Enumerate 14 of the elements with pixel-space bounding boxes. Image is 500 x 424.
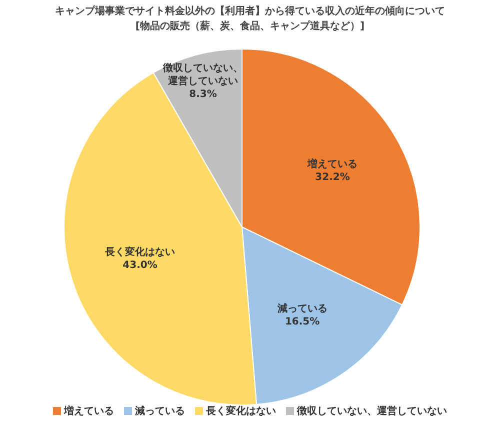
- data-label: 8.3%: [189, 88, 217, 100]
- legend-label: 減っている: [135, 404, 185, 418]
- slice-label: 増えている: [306, 157, 358, 170]
- chart-title: キャンプ場事業でサイト料金以外の【利用者】から得ている収入の近年の傾向について: [54, 4, 446, 19]
- legend-label: 増えている: [64, 404, 114, 418]
- data-label: 32.2%: [315, 171, 350, 182]
- slice-label: 減っている: [276, 302, 328, 314]
- slice-label: 長く変化はない: [104, 246, 176, 258]
- legend-label: 長く変化はない: [206, 404, 276, 418]
- legend-label: 徴収していない、運営していない: [297, 404, 447, 418]
- chart-subtitle: [物品の販売（薪、炭、食品、キャンプ道具など）]: [134, 19, 366, 34]
- data-label: 16.5%: [284, 316, 320, 328]
- slice-label: 徴収していない、運営していない: [162, 61, 243, 86]
- data-label: 43.0%: [122, 260, 158, 271]
